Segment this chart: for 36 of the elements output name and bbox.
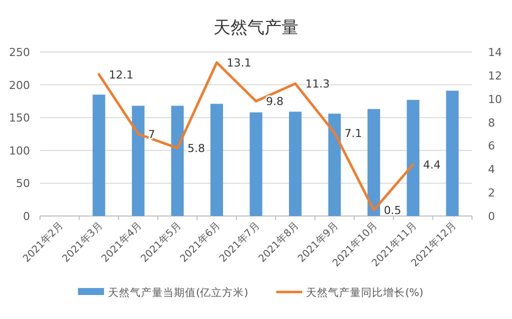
bar	[171, 106, 184, 216]
y2-tick-label: 10	[488, 92, 502, 106]
data-label: 0.5	[384, 204, 402, 218]
data-label: 9.8	[266, 95, 284, 108]
data-label: 12.1	[108, 68, 134, 82]
data-label: 11.3	[305, 78, 330, 91]
bar	[210, 104, 224, 216]
legend-label: 天然气产量当期值(亿立方米)	[108, 286, 248, 299]
y-tick-label: 250	[9, 46, 30, 59]
data-label: 4.4	[423, 158, 441, 172]
data-label: 7	[148, 128, 156, 141]
y2-tick-label: 12	[488, 69, 502, 82]
y2-tick-label: 14	[488, 46, 502, 59]
bar	[132, 106, 144, 216]
y-tick-label: 200	[9, 78, 30, 92]
data-label: 13.1	[226, 56, 252, 70]
y2-tick-label: 8	[488, 116, 495, 130]
y2-tick-label: 0	[488, 210, 495, 223]
bar	[288, 112, 302, 216]
bar	[368, 109, 380, 216]
y-tick-label: 0	[23, 210, 30, 223]
y-tick-label: 100	[9, 144, 30, 158]
bar	[446, 90, 459, 216]
bar	[406, 100, 420, 216]
chart-title: 天然气产量	[214, 18, 298, 38]
y2-tick-label: 2	[488, 186, 495, 200]
bar	[92, 94, 106, 216]
bar	[328, 114, 341, 216]
y-tick-label: 50	[16, 177, 30, 190]
legend-label: 天然气产量同比增长(%)	[306, 286, 424, 299]
bar	[250, 112, 262, 216]
y2-tick-label: 6	[488, 140, 495, 153]
data-label: 7.1	[344, 126, 362, 140]
y2-tick-label: 4	[488, 163, 495, 176]
y-tick-label: 150	[9, 112, 30, 125]
data-label: 5.8	[187, 142, 205, 156]
